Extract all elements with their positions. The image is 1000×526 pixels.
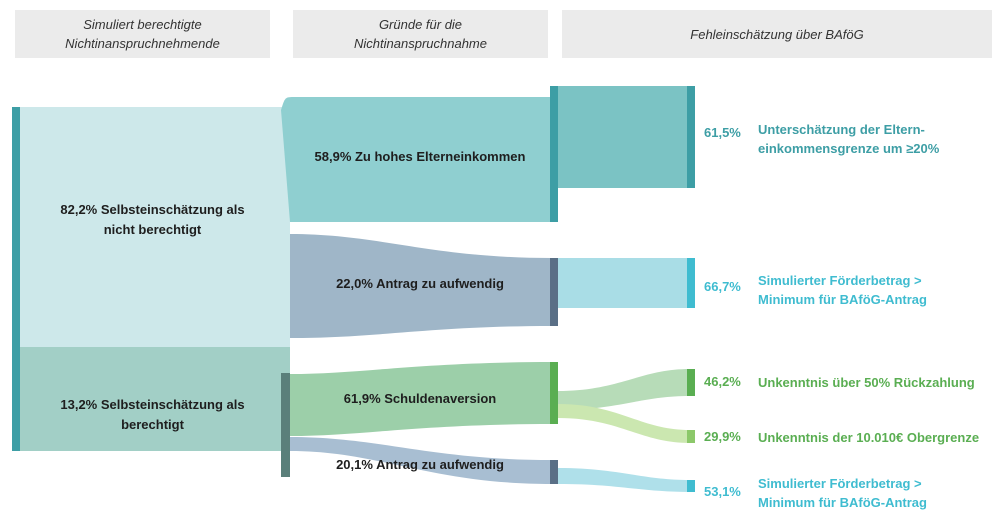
outcome-5-text: Simulierter Förderbetrag > Minimum für B…: [758, 476, 927, 510]
node-bar-effort-2: [550, 460, 558, 484]
node-bar-all-respondents: [12, 107, 20, 451]
label-effort-1: 22,0% Antrag zu aufwendig: [336, 276, 504, 291]
flow-eligible-block: [20, 347, 290, 451]
column-header-misjudgement-text: Fehleinschätzung über BAföG: [690, 26, 864, 42]
label-not-eligible: 82,2% Selbsteinschätzung als nicht berec…: [60, 202, 245, 237]
outcome-3-text: Unkenntnis über 50% Rückzahlung: [758, 375, 975, 390]
outcome-1-percent: 61,5%: [704, 125, 741, 140]
flow-to-debt-aversion: [290, 362, 552, 436]
node-bar-outcome-1: [687, 86, 695, 188]
column-header-reasons-text: Gründe für die Nichtinanspruchnahme: [354, 17, 487, 51]
flow-to-outcome-3: [558, 369, 690, 410]
column-header-reasons: Gründe für die Nichtinanspruchnahme: [293, 10, 548, 58]
outcome-4-text: Unkenntnis der 10.010€ Obergrenze: [758, 430, 980, 445]
node-bar-outcome-4: [687, 430, 695, 443]
label-eligible: 13,2% Selbsteinschätzung als berechtigt: [60, 397, 245, 432]
flow-to-effort-1: [290, 234, 552, 338]
flow-not-eligible-block: [20, 107, 290, 347]
flow-to-outcome-2: [558, 258, 690, 308]
flow-to-parent-income: [281, 97, 552, 222]
column-header-respondents: Simuliert berechtigte Nichtinanspruchneh…: [15, 10, 270, 58]
node-bar-outcome-5: [687, 480, 695, 492]
outcome-2-text: Simulierter Förderbetrag > Minimum für B…: [758, 273, 927, 307]
node-bar-parent-income: [550, 86, 558, 222]
flow-to-outcome-5: [558, 468, 690, 492]
flow-to-outcome-1: [558, 86, 690, 188]
outcome-4-percent: 29,9%: [704, 429, 741, 444]
label-effort-2: 20,1% Antrag zu aufwendig: [336, 457, 504, 472]
flow-to-outcome-4: [558, 404, 690, 443]
outcome-5-percent: 53,1%: [704, 484, 741, 499]
outcome-1-text: Unterschätzung der Eltern- einkommensgre…: [758, 122, 940, 156]
column-header-respondents-text: Simuliert berechtigte Nichtinanspruchneh…: [65, 17, 220, 51]
label-parent-income: 58,9% Zu hohes Elterneinkommen: [314, 149, 526, 164]
label-debt-aversion: 61,9% Schuldenaversion: [343, 391, 497, 406]
outcome-3-percent: 46,2%: [704, 374, 741, 389]
node-bar-eligible: [281, 373, 290, 477]
node-bar-outcome-2: [687, 258, 695, 308]
node-bar-effort-1: [550, 258, 558, 326]
column-header-misjudgement: Fehleinschätzung über BAföG: [562, 10, 992, 58]
node-bar-outcome-3: [687, 369, 695, 396]
node-bar-debt-aversion: [550, 362, 558, 424]
outcome-2-percent: 66,7%: [704, 279, 741, 294]
flow-to-effort-2: [290, 437, 552, 484]
